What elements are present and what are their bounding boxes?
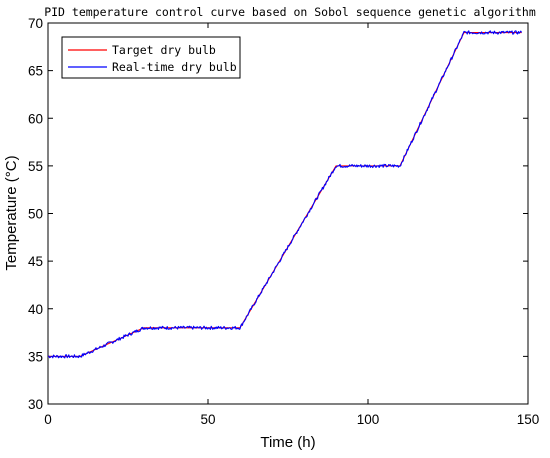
series-layer bbox=[47, 30, 523, 359]
x-tick-label: 0 bbox=[44, 412, 52, 427]
y-tick-label: 65 bbox=[28, 64, 43, 79]
legend-label-target-dry-bulb: Target dry bulb bbox=[112, 43, 216, 57]
y-tick-label: 55 bbox=[28, 159, 43, 174]
y-tick-label: 40 bbox=[28, 302, 43, 317]
series-line-real-time-dry-bulb bbox=[47, 30, 523, 359]
y-axis-ticks: 30 35 40 45 50 55 60 65 70 bbox=[28, 16, 528, 412]
x-axis-ticks: 0 50 100 150 bbox=[44, 23, 539, 427]
x-tick-label: 50 bbox=[200, 412, 215, 427]
y-tick-label: 60 bbox=[28, 111, 43, 126]
plot-area bbox=[47, 22, 529, 405]
legend: Target dry bulb Real-time dry bulb bbox=[61, 36, 241, 79]
y-tick-label: 45 bbox=[28, 254, 43, 269]
y-tick-label: 30 bbox=[28, 397, 43, 412]
legend-box bbox=[61, 36, 241, 79]
y-tick-label: 70 bbox=[28, 16, 43, 31]
y-axis-label: Temperature (°C) bbox=[3, 155, 20, 270]
legend-label-real-time-dry-bulb: Real-time dry bulb bbox=[112, 60, 237, 74]
x-tick-label: 100 bbox=[357, 412, 380, 427]
y-tick-label: 35 bbox=[28, 349, 43, 364]
y-tick-label: 50 bbox=[28, 207, 43, 222]
x-axis-label: Time (h) bbox=[260, 434, 315, 451]
x-tick-label: 150 bbox=[517, 412, 540, 427]
chart-title: PID temperature control curve based on S… bbox=[44, 5, 536, 19]
